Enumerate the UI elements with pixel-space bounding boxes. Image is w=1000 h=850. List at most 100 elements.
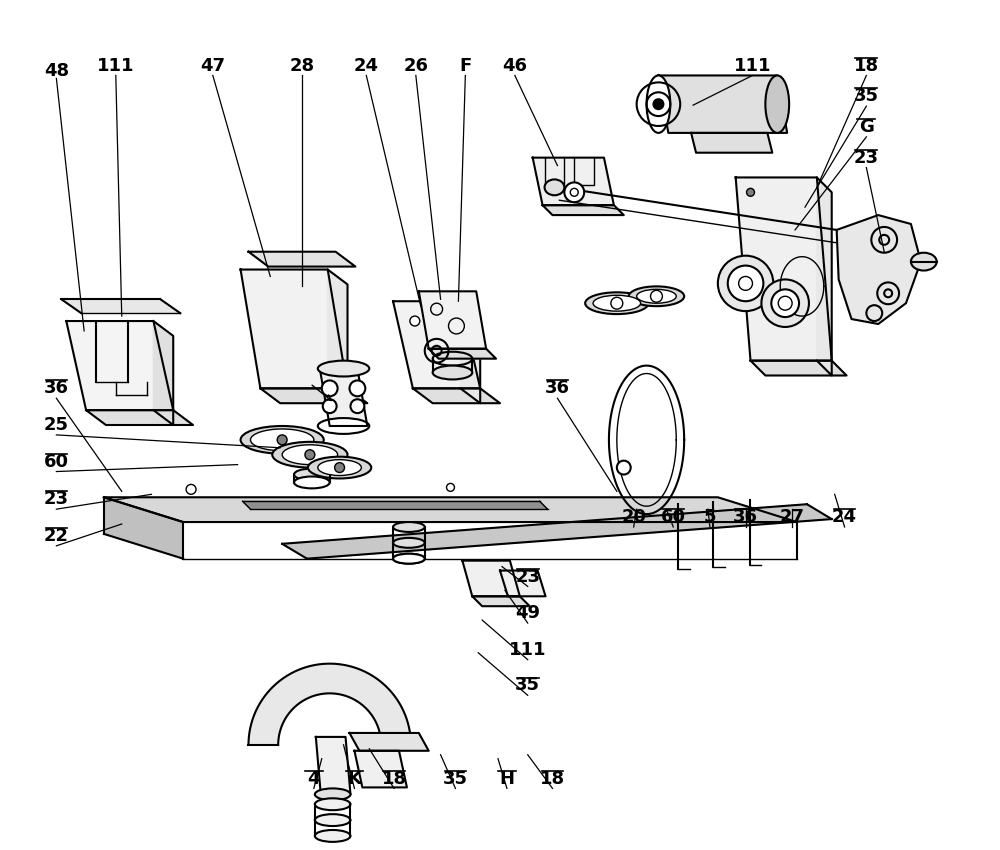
Text: 60: 60 <box>44 453 69 471</box>
Ellipse shape <box>545 179 564 196</box>
Text: 20: 20 <box>621 508 646 526</box>
Polygon shape <box>316 737 350 795</box>
Circle shape <box>335 462 345 473</box>
Text: 35: 35 <box>515 677 540 694</box>
Polygon shape <box>543 205 624 215</box>
Text: 36: 36 <box>733 508 758 526</box>
Ellipse shape <box>911 252 937 270</box>
Text: H: H <box>499 769 514 787</box>
Circle shape <box>653 99 663 109</box>
Ellipse shape <box>393 538 425 547</box>
Text: G: G <box>859 118 874 136</box>
Polygon shape <box>153 321 173 425</box>
Ellipse shape <box>315 789 350 801</box>
Text: 111: 111 <box>509 641 546 659</box>
Polygon shape <box>751 360 847 376</box>
Ellipse shape <box>761 280 809 327</box>
Text: 24: 24 <box>354 57 379 75</box>
Ellipse shape <box>250 429 314 450</box>
Circle shape <box>447 484 454 491</box>
Polygon shape <box>241 269 348 388</box>
Polygon shape <box>533 157 614 205</box>
Ellipse shape <box>647 76 670 133</box>
Circle shape <box>277 435 287 445</box>
Ellipse shape <box>433 366 472 379</box>
Polygon shape <box>243 502 548 509</box>
Polygon shape <box>419 292 486 348</box>
Ellipse shape <box>315 830 350 842</box>
Ellipse shape <box>728 265 763 301</box>
Text: 35: 35 <box>854 88 879 105</box>
Polygon shape <box>462 561 520 597</box>
Ellipse shape <box>765 76 789 133</box>
Ellipse shape <box>637 289 676 303</box>
Polygon shape <box>349 733 429 751</box>
Polygon shape <box>472 597 530 606</box>
Text: 18: 18 <box>381 769 407 787</box>
Polygon shape <box>354 751 407 787</box>
Polygon shape <box>260 388 367 403</box>
Polygon shape <box>61 299 180 313</box>
Ellipse shape <box>318 360 369 377</box>
Polygon shape <box>413 388 500 403</box>
Circle shape <box>747 189 754 196</box>
Ellipse shape <box>294 468 330 480</box>
Ellipse shape <box>593 295 641 311</box>
Ellipse shape <box>308 456 371 479</box>
Polygon shape <box>66 321 173 411</box>
Ellipse shape <box>318 418 369 434</box>
Text: 111: 111 <box>97 57 135 75</box>
Ellipse shape <box>585 292 649 314</box>
Text: 26: 26 <box>403 57 428 75</box>
Text: 24: 24 <box>832 508 857 526</box>
Ellipse shape <box>393 522 425 532</box>
Polygon shape <box>248 664 411 745</box>
Text: 22: 22 <box>44 527 69 545</box>
Text: 48: 48 <box>44 63 69 81</box>
Polygon shape <box>691 133 772 153</box>
Polygon shape <box>328 269 348 403</box>
Text: 46: 46 <box>502 57 527 75</box>
Text: 23: 23 <box>854 149 879 167</box>
Circle shape <box>410 316 420 326</box>
Text: F: F <box>459 57 471 75</box>
Polygon shape <box>248 252 355 267</box>
Text: 111: 111 <box>734 57 771 75</box>
Polygon shape <box>320 369 367 426</box>
Ellipse shape <box>241 426 324 454</box>
Circle shape <box>323 400 337 413</box>
Polygon shape <box>86 411 193 425</box>
Text: 36: 36 <box>44 379 69 397</box>
Text: K: K <box>348 769 361 787</box>
Ellipse shape <box>718 256 773 311</box>
Circle shape <box>186 484 196 495</box>
Circle shape <box>617 461 631 474</box>
Text: 18: 18 <box>854 57 879 75</box>
Text: 35: 35 <box>443 769 468 787</box>
Ellipse shape <box>294 477 330 489</box>
Polygon shape <box>282 504 832 558</box>
Text: 18: 18 <box>540 769 565 787</box>
Text: 25: 25 <box>44 416 69 434</box>
Polygon shape <box>460 301 480 403</box>
Ellipse shape <box>318 460 361 475</box>
Text: 47: 47 <box>200 57 225 75</box>
Ellipse shape <box>629 286 684 306</box>
Text: 5: 5 <box>704 508 716 526</box>
Circle shape <box>322 381 338 396</box>
Ellipse shape <box>272 442 348 468</box>
Ellipse shape <box>282 445 338 465</box>
Ellipse shape <box>315 814 350 826</box>
Polygon shape <box>837 215 921 324</box>
Text: 36: 36 <box>545 379 570 397</box>
Polygon shape <box>104 497 797 522</box>
Ellipse shape <box>315 798 350 810</box>
Circle shape <box>350 400 364 413</box>
Ellipse shape <box>771 289 799 317</box>
Text: 28: 28 <box>289 57 315 75</box>
Polygon shape <box>658 76 787 133</box>
Polygon shape <box>500 570 546 597</box>
Text: 23: 23 <box>515 568 540 586</box>
Text: 60: 60 <box>661 508 686 526</box>
Polygon shape <box>104 497 183 558</box>
